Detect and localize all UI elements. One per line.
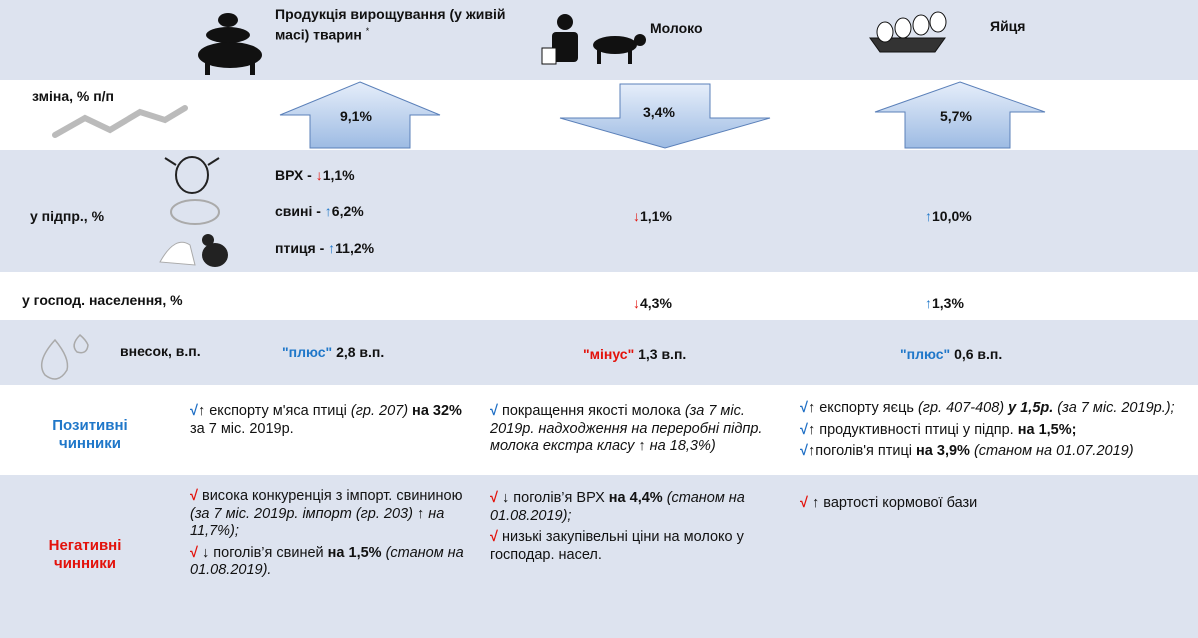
change-value: 9,1% — [340, 108, 372, 125]
factor-text: поголів’я ВРХ — [509, 490, 605, 506]
check-mark: √ — [800, 495, 808, 511]
factor-text: (за 7 міс. 2019р. імпорт (гр. 203) — [190, 506, 413, 522]
infographic: {"header":{"livestock":"Продукція вирощу… — [0, 0, 1198, 638]
factor-text: низькі закупівельні ціни на молоко у гос… — [490, 529, 744, 563]
factor-text: ↓ — [498, 490, 509, 506]
livestock-icon — [198, 13, 262, 75]
row-label: зміна, % п/п — [32, 88, 114, 105]
positive-label: Позитивні чинники — [25, 417, 155, 453]
page: html,body{margin:0;padding:0} body{width… — [0, 0, 1198, 638]
milk-value: ↓4,3% — [633, 295, 672, 312]
cow-icon — [165, 157, 219, 193]
factor-text: ↓ — [198, 545, 209, 561]
factor-text: на 1,5%; — [1014, 422, 1077, 438]
row-label: у підпр., % — [30, 208, 104, 225]
factor-text: за 7 міс. 2019р. — [190, 421, 294, 437]
factor-cell: √ ↓ поголів’я ВРХ на 4,4% (станом на 01.… — [490, 490, 770, 568]
contribution-value: "мінус" 1,3 в.п. — [583, 346, 686, 363]
check-mark: √ — [800, 422, 808, 438]
row-label: внесок, в.п. — [120, 343, 201, 360]
factor-text: на 32% — [408, 403, 462, 419]
factor-text: експорту яєць — [815, 400, 914, 416]
factor-text: на 4,4% — [605, 490, 663, 506]
milk-value: ↓1,1% — [633, 208, 672, 225]
factor-text: на 18,3%) — [646, 438, 716, 454]
factor-text: на 3,9% — [912, 443, 970, 459]
trend-icon — [55, 108, 185, 135]
change-value: 3,4% — [643, 104, 675, 121]
drops-icon — [42, 335, 88, 379]
header-milk: Молоко — [650, 20, 703, 37]
eggs-icon — [870, 12, 946, 52]
factor-cell: √↑ експорту м'яса птиці (гр. 207) на 32%… — [190, 403, 480, 442]
factor-item: √↑ продуктивності птиці у підпр. на 1,5%… — [800, 422, 1195, 440]
factor-text: ↑ — [808, 495, 819, 511]
factor-text: поголів'я птиці — [815, 443, 912, 459]
row-label: у господ. населення, % — [22, 292, 183, 309]
milk-icon — [542, 14, 646, 64]
factor-text: продуктивності птиці у підпр. — [815, 422, 1013, 438]
check-mark: √ — [490, 403, 498, 419]
check-mark: √ — [800, 443, 808, 459]
header-livestock: Продукція вирощування (у живій масі) тва… — [275, 6, 535, 44]
check-mark: √ — [490, 529, 498, 545]
factor-text: (гр. 207) — [347, 403, 408, 419]
factor-item: √↑ експорту яєць (гр. 407-408) у 1,5р. (… — [800, 400, 1195, 418]
factor-text: на 1,5% — [324, 545, 382, 561]
factor-cell: √ ↑ вартості кормової бази — [800, 495, 1020, 517]
factor-text: вартості кормової бази — [819, 495, 977, 511]
poultry-icon — [160, 234, 228, 267]
factor-item: √↑ експорту м'яса птиці (гр. 207) на 32%… — [190, 403, 480, 438]
change-value: 5,7% — [940, 108, 972, 125]
eggs-value: ↑1,3% — [925, 295, 964, 312]
livestock-item: свині - ↑6,2% — [275, 203, 364, 220]
factor-cell: √ висока конкуренція з імпорт. свининою … — [190, 488, 480, 584]
check-mark: √ — [190, 545, 198, 561]
factor-item: √ ↑ вартості кормової бази — [800, 495, 1020, 513]
factor-text: (за 7 міс. 2019р.); — [1053, 400, 1174, 416]
check-mark: √ — [190, 403, 198, 419]
factor-text: поголів’я свиней — [209, 545, 323, 561]
factor-text: експорту м'яса птиці — [205, 403, 347, 419]
check-mark: √ — [490, 490, 498, 506]
factor-text: (станом на 01.07.2019) — [970, 443, 1134, 459]
header-eggs: Яйця — [990, 18, 1025, 35]
factor-item: √ ↓ поголів’я свиней на 1,5% (станом на … — [190, 545, 480, 580]
factor-text: (гр. 407-408) — [914, 400, 1004, 416]
check-mark: √ — [800, 400, 808, 416]
factor-item: √ ↓ поголів’я ВРХ на 4,4% (станом на 01.… — [490, 490, 770, 525]
factor-cell: √↑ експорту яєць (гр. 407-408) у 1,5р. (… — [800, 400, 1195, 465]
factor-text: ↑ — [634, 438, 645, 454]
factor-text: висока конкуренція з імпорт. свининою — [198, 488, 463, 504]
eggs-value: ↑10,0% — [925, 208, 972, 225]
contribution-value: "плюс" 2,8 в.п. — [282, 344, 384, 361]
check-mark: √ — [190, 488, 198, 504]
pig-icon — [171, 200, 219, 224]
livestock-item: ВРХ - ↓1,1% — [275, 167, 355, 184]
factor-text: ↑ — [413, 506, 424, 522]
factor-item: √ низькі закупівельні ціни на молоко у г… — [490, 529, 770, 564]
negative-label: Негативні чинники — [20, 537, 150, 573]
factor-item: √ покращення якості молока (за 7 міс. 20… — [490, 403, 775, 456]
factor-text: у 1,5р. — [1004, 400, 1053, 416]
factor-item: √ висока конкуренція з імпорт. свининою … — [190, 488, 480, 541]
contribution-value: "плюс" 0,6 в.п. — [900, 346, 1002, 363]
factor-item: √↑поголів'я птиці на 3,9% (станом на 01.… — [800, 443, 1195, 461]
factor-cell: √ покращення якості молока (за 7 міс. 20… — [490, 403, 775, 460]
factor-text: покращення якості молока — [498, 403, 681, 419]
livestock-item: птиця - ↑11,2% — [275, 240, 374, 257]
